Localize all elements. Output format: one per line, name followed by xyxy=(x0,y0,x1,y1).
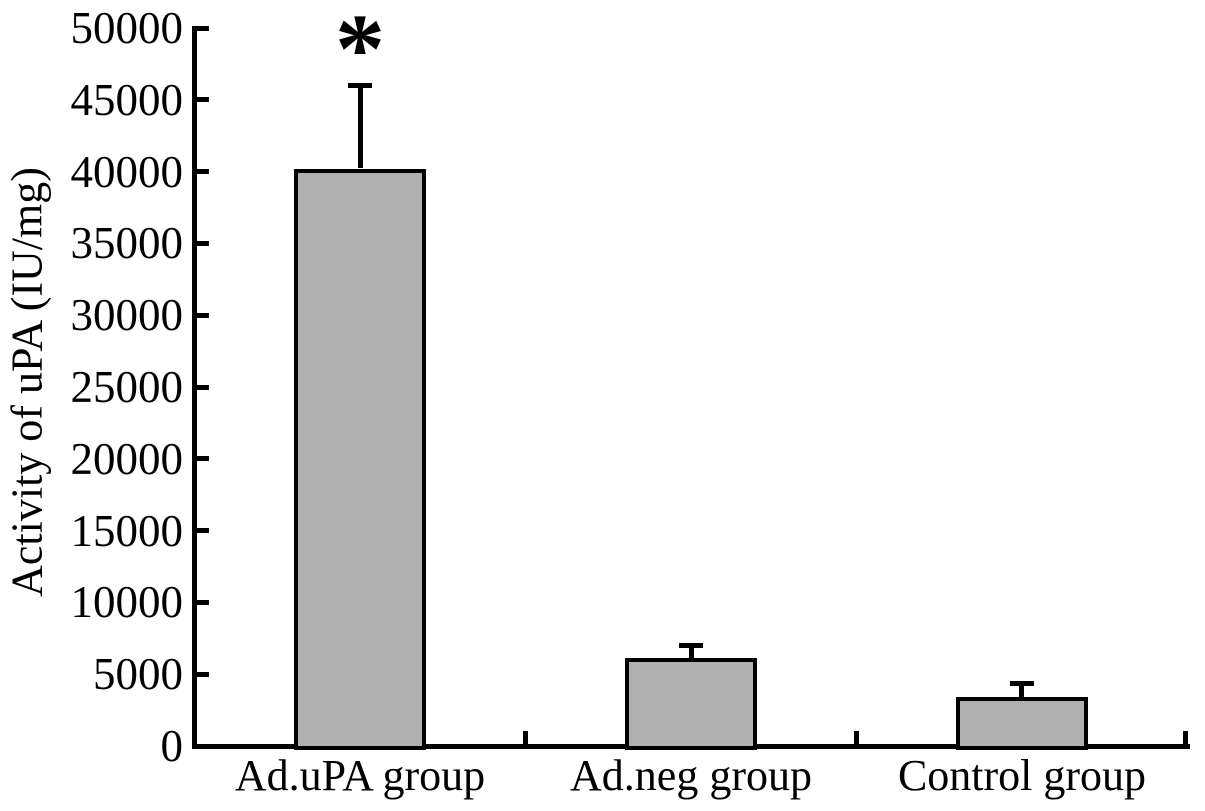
error-bar-stem xyxy=(358,85,363,168)
y-tick-label: 45000 xyxy=(70,75,184,125)
x-axis-separator-tick xyxy=(523,731,528,745)
significance-asterisk: * xyxy=(335,0,385,104)
x-axis-end-tick xyxy=(1183,731,1188,745)
y-tick-mark xyxy=(196,385,209,390)
error-bar-cap xyxy=(679,643,703,648)
y-tick-mark xyxy=(196,672,209,677)
y-axis-line xyxy=(192,26,197,749)
y-tick-mark xyxy=(196,26,209,31)
bar-ad-upa-group xyxy=(294,169,426,750)
y-tick-label: 15000 xyxy=(70,506,184,556)
y-tick-mark xyxy=(196,97,209,102)
x-axis-separator-tick xyxy=(854,731,859,745)
x-category-label: Ad.uPA group xyxy=(234,751,486,800)
y-tick-mark xyxy=(196,600,209,605)
y-tick-mark xyxy=(196,169,209,174)
y-tick-label: 10000 xyxy=(70,577,184,627)
y-tick-mark xyxy=(196,744,209,749)
y-tick-mark xyxy=(196,456,209,461)
bar-control-group xyxy=(956,697,1088,750)
y-tick-mark xyxy=(196,313,209,318)
error-bar-stem xyxy=(1019,683,1024,697)
bar-ad-neg-group xyxy=(625,658,757,750)
y-tick-label: 25000 xyxy=(70,362,184,412)
y-tick-label: 35000 xyxy=(70,218,184,268)
x-category-label: Control group xyxy=(897,751,1147,800)
error-bar-cap xyxy=(1010,681,1034,686)
x-category-label: Ad.neg group xyxy=(570,751,812,800)
y-tick-mark xyxy=(196,528,209,533)
error-bar-stem xyxy=(689,645,694,658)
y-tick-label: 40000 xyxy=(70,147,184,197)
y-tick-label: 50000 xyxy=(70,3,184,53)
y-tick-label: 20000 xyxy=(70,434,184,484)
error-bar-cap xyxy=(348,83,372,88)
y-tick-label: 5000 xyxy=(93,649,183,699)
y-tick-label: 30000 xyxy=(70,290,184,340)
y-tick-label: 0 xyxy=(160,721,184,771)
y-tick-mark xyxy=(196,241,209,246)
